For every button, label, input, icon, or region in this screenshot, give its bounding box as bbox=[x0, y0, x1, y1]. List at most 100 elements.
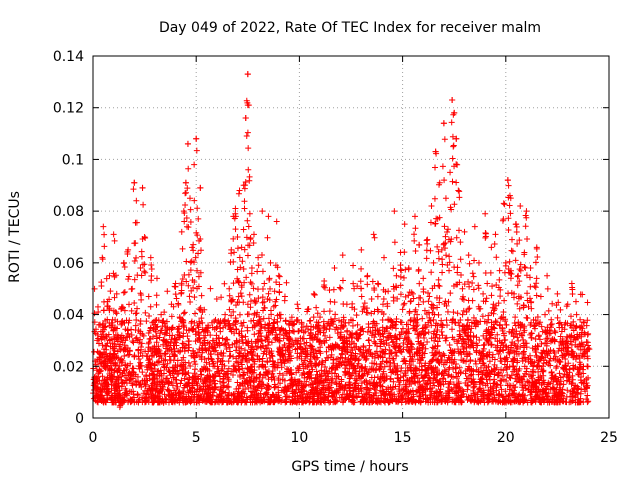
data-point bbox=[385, 332, 392, 339]
data-point bbox=[116, 363, 123, 370]
data-point bbox=[332, 399, 339, 406]
data-point bbox=[459, 343, 466, 350]
data-point bbox=[118, 321, 125, 328]
data-point bbox=[490, 383, 497, 390]
data-point bbox=[400, 340, 407, 347]
data-point bbox=[488, 341, 495, 348]
data-point bbox=[547, 324, 554, 331]
data-point bbox=[306, 358, 313, 365]
data-point bbox=[583, 322, 590, 329]
data-point bbox=[460, 388, 467, 395]
data-point bbox=[324, 383, 331, 390]
data-point bbox=[117, 341, 124, 348]
data-point bbox=[265, 338, 272, 345]
data-point bbox=[306, 374, 313, 381]
data-point bbox=[514, 371, 521, 378]
data-point bbox=[132, 377, 139, 384]
data-point bbox=[449, 326, 456, 333]
data-point bbox=[248, 317, 255, 324]
data-point bbox=[513, 328, 520, 335]
data-point bbox=[240, 319, 247, 326]
data-point bbox=[390, 378, 397, 385]
data-point bbox=[502, 388, 509, 395]
data-point bbox=[352, 330, 359, 337]
data-point bbox=[416, 294, 423, 301]
data-point bbox=[99, 373, 106, 380]
data-point bbox=[256, 378, 263, 385]
data-point bbox=[445, 380, 452, 387]
data-point bbox=[362, 347, 369, 354]
data-point bbox=[481, 341, 488, 348]
data-point bbox=[169, 324, 176, 331]
data-point bbox=[480, 387, 487, 394]
data-point bbox=[386, 363, 393, 370]
data-point bbox=[238, 320, 245, 327]
data-point bbox=[459, 387, 466, 394]
data-point bbox=[178, 377, 185, 384]
data-point bbox=[369, 360, 376, 367]
data-point bbox=[289, 327, 296, 334]
data-point bbox=[238, 345, 245, 352]
data-point bbox=[357, 346, 364, 353]
data-point bbox=[464, 381, 471, 388]
data-point bbox=[171, 339, 178, 346]
data-point bbox=[576, 364, 583, 371]
data-point bbox=[567, 338, 574, 345]
data-point bbox=[263, 351, 270, 358]
data-point bbox=[181, 384, 188, 391]
data-point bbox=[483, 352, 490, 359]
data-point bbox=[467, 358, 474, 365]
data-point bbox=[514, 334, 521, 341]
data-point bbox=[307, 317, 314, 324]
data-point bbox=[439, 375, 446, 382]
data-point bbox=[557, 338, 564, 345]
data-point bbox=[251, 331, 258, 338]
data-point bbox=[527, 283, 534, 290]
data-point bbox=[428, 335, 435, 342]
data-point bbox=[212, 316, 219, 323]
data-point bbox=[167, 372, 174, 379]
data-point bbox=[491, 361, 498, 368]
data-point bbox=[393, 352, 400, 359]
data-point bbox=[248, 373, 255, 380]
data-point bbox=[399, 325, 406, 332]
data-point bbox=[577, 291, 584, 298]
data-point bbox=[125, 352, 132, 359]
data-point bbox=[549, 300, 556, 307]
data-point bbox=[215, 318, 222, 325]
data-point bbox=[217, 328, 224, 335]
data-point bbox=[486, 358, 493, 365]
data-point bbox=[130, 339, 137, 346]
data-point bbox=[432, 334, 439, 341]
data-point bbox=[408, 367, 415, 374]
data-point bbox=[346, 365, 353, 372]
data-point bbox=[488, 342, 495, 349]
data-point bbox=[506, 386, 513, 393]
data-point bbox=[281, 332, 288, 339]
data-point bbox=[382, 346, 389, 353]
data-point bbox=[341, 322, 348, 329]
data-point bbox=[196, 346, 203, 353]
data-point bbox=[509, 363, 516, 370]
data-point bbox=[450, 381, 457, 388]
data-point bbox=[179, 340, 186, 347]
data-point bbox=[205, 355, 212, 362]
data-point bbox=[491, 380, 498, 387]
data-point bbox=[524, 378, 531, 385]
data-point bbox=[349, 393, 356, 400]
data-point bbox=[276, 331, 283, 338]
data-point bbox=[242, 355, 249, 362]
data-point bbox=[560, 373, 567, 380]
data-point bbox=[277, 380, 284, 387]
data-point bbox=[157, 327, 164, 334]
data-point bbox=[259, 374, 266, 381]
data-point bbox=[267, 399, 274, 406]
data-point bbox=[242, 333, 249, 340]
data-point bbox=[386, 355, 393, 362]
data-point bbox=[310, 314, 317, 321]
data-point bbox=[244, 324, 251, 331]
data-point bbox=[240, 371, 247, 378]
data-point bbox=[318, 367, 325, 374]
data-point bbox=[321, 395, 328, 402]
data-point bbox=[223, 346, 230, 353]
